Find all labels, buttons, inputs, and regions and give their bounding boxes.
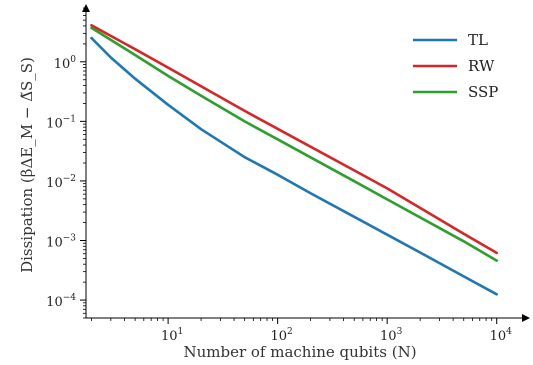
legend-label-tl: TL [468,31,488,49]
x-tick-label: 103 [380,327,403,344]
y-tick-label: 10−1 [46,114,76,131]
y-axis-title: Dissipation (βΔE_M − Δ̃S_S) [18,57,36,273]
series-line-rw [90,23,499,255]
series-line-tl [90,36,499,296]
y-tick-label: 100 [54,55,77,72]
series-layer [90,23,499,296]
ticks-layer: 101 102 103 104 10−4 10−3 10−2 10−1 100 [46,7,513,344]
y-tick-label: 10−4 [46,293,76,310]
y-tick-label: 10−3 [46,234,76,251]
x-tick-label: 104 [490,327,513,344]
legend: TL RW SSP [413,31,498,101]
legend-label-ssp: SSP [468,83,498,101]
x-axis-title: Number of machine qubits (N) [183,343,416,361]
series-line-ssp [90,26,499,262]
y-tick-label: 10−2 [46,174,76,191]
x-tick-label: 101 [161,327,183,344]
x-tick-label: 102 [271,327,293,344]
legend-label-rw: RW [468,57,495,75]
